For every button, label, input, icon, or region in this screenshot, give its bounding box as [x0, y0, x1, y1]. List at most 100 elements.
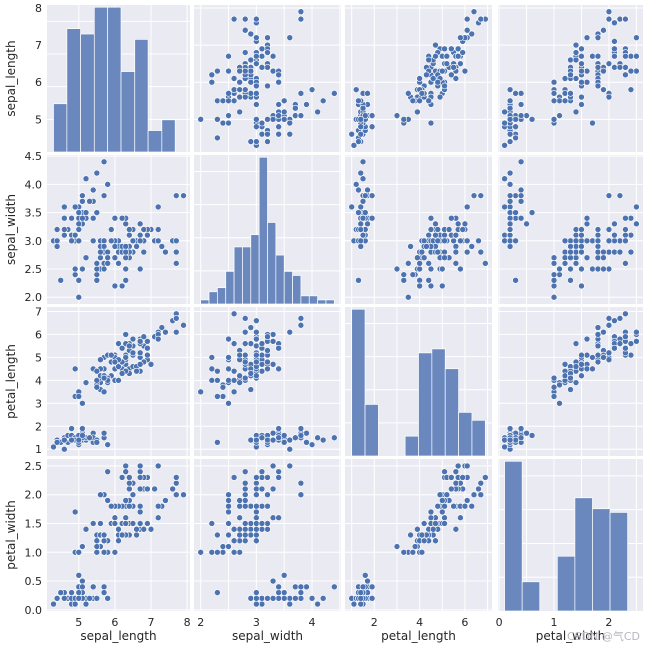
histogram-bar: [351, 308, 366, 457]
scatter-point: [162, 497, 169, 504]
scatter-point: [115, 363, 122, 370]
scatter-point: [236, 86, 243, 93]
scatter-point: [364, 90, 371, 97]
scatter-point: [264, 520, 271, 527]
scatter-point: [506, 226, 514, 233]
scatter-point: [600, 254, 607, 262]
scatter-point: [136, 520, 144, 527]
scatter-point: [303, 439, 310, 446]
scatter-point: [253, 520, 260, 527]
scatter-point: [93, 543, 101, 550]
scatter-point: [89, 214, 97, 222]
scatter-point: [578, 45, 585, 53]
scatter-point: [133, 531, 140, 539]
scatter-point: [258, 351, 266, 359]
panel-petal_length-vs-petal_length: [345, 307, 492, 457]
scatter-point: [506, 169, 514, 177]
scatter-point: [118, 531, 126, 539]
y-tick-label: 1.5: [25, 518, 43, 531]
scatter-point: [158, 243, 166, 250]
scatter-point: [459, 49, 466, 56]
scatter-point: [368, 583, 376, 591]
panel-petal_width-vs-petal_length: [345, 459, 492, 611]
histogram-bar: [471, 419, 486, 457]
scatter-point: [225, 90, 232, 97]
scatter-point: [214, 367, 221, 375]
scatter-point: [416, 97, 423, 105]
scatter-point: [436, 93, 444, 101]
scatter-point: [269, 338, 277, 345]
scatter-point: [144, 351, 151, 359]
scatter-point: [583, 237, 591, 245]
scatter-point: [292, 434, 299, 442]
histogram-bar: [233, 246, 243, 305]
scatter-point: [126, 342, 133, 350]
scatter-point: [506, 192, 514, 199]
scatter-point: [611, 220, 618, 228]
scatter-point: [436, 491, 444, 499]
panel-petal_length-vs-sepal_width: [194, 307, 341, 456]
scatter-point: [241, 497, 249, 504]
scatter-point: [441, 520, 448, 527]
scatter-point: [550, 97, 558, 105]
scatter-point: [550, 293, 558, 301]
scatter-point: [79, 425, 86, 432]
scatter-point: [501, 443, 508, 451]
x-tick-label: 2: [371, 616, 378, 629]
scatter-point: [236, 502, 243, 510]
scatter-point: [605, 321, 613, 329]
scatter-point: [280, 589, 288, 596]
scatter-point: [416, 260, 423, 267]
scatter-point: [427, 282, 435, 290]
scatter-point: [400, 271, 408, 278]
scatter-point: [319, 97, 327, 105]
x-tick-label: 6: [461, 616, 468, 629]
histogram-bar: [208, 291, 218, 305]
scatter-point: [556, 265, 563, 273]
x-axis-label: petal_width: [536, 629, 605, 643]
scatter-point: [457, 60, 464, 67]
scatter-point: [253, 123, 260, 131]
scatter-point: [441, 468, 448, 475]
scatter-point: [275, 514, 282, 522]
scatter-point: [297, 315, 305, 322]
scatter-point: [427, 214, 435, 222]
scatter-point: [247, 30, 255, 38]
scatter-point: [432, 220, 439, 228]
scatter-point: [122, 520, 130, 527]
scatter-point: [241, 15, 249, 23]
scatter-point: [418, 531, 426, 539]
scatter-point: [247, 520, 255, 527]
scatter-point: [357, 589, 365, 596]
scatter-point: [589, 365, 596, 373]
scatter-point: [578, 237, 585, 245]
scatter-point: [297, 321, 305, 329]
panel-petal_length-vs-sepal_length: [47, 307, 190, 456]
scatter-point: [605, 226, 613, 233]
scatter-point: [459, 226, 466, 233]
scatter-point: [82, 600, 90, 608]
scatter-point: [172, 260, 180, 267]
scatter-point: [297, 479, 305, 487]
scatter-point: [600, 265, 607, 273]
scatter-point: [154, 226, 162, 233]
histogram-bar: [147, 130, 163, 153]
scatter-point: [275, 101, 282, 108]
scatter-point: [429, 75, 437, 82]
scatter-point: [253, 15, 260, 23]
scatter-point: [567, 248, 574, 256]
y-axis-label: sepal_length: [4, 40, 18, 116]
x-axis-label: sepal_length: [80, 629, 156, 643]
scatter-point: [578, 101, 585, 108]
scatter-point: [75, 436, 83, 444]
scatter-point: [258, 52, 266, 60]
scatter-point: [506, 138, 514, 145]
scatter-point: [364, 220, 371, 228]
scatter-point: [57, 589, 65, 596]
histogram-bar: [609, 512, 628, 612]
scatter-point: [180, 192, 187, 199]
scatter-point: [350, 600, 358, 608]
scatter-point: [414, 525, 421, 533]
scatter-point: [71, 265, 79, 273]
scatter-point: [578, 52, 585, 60]
